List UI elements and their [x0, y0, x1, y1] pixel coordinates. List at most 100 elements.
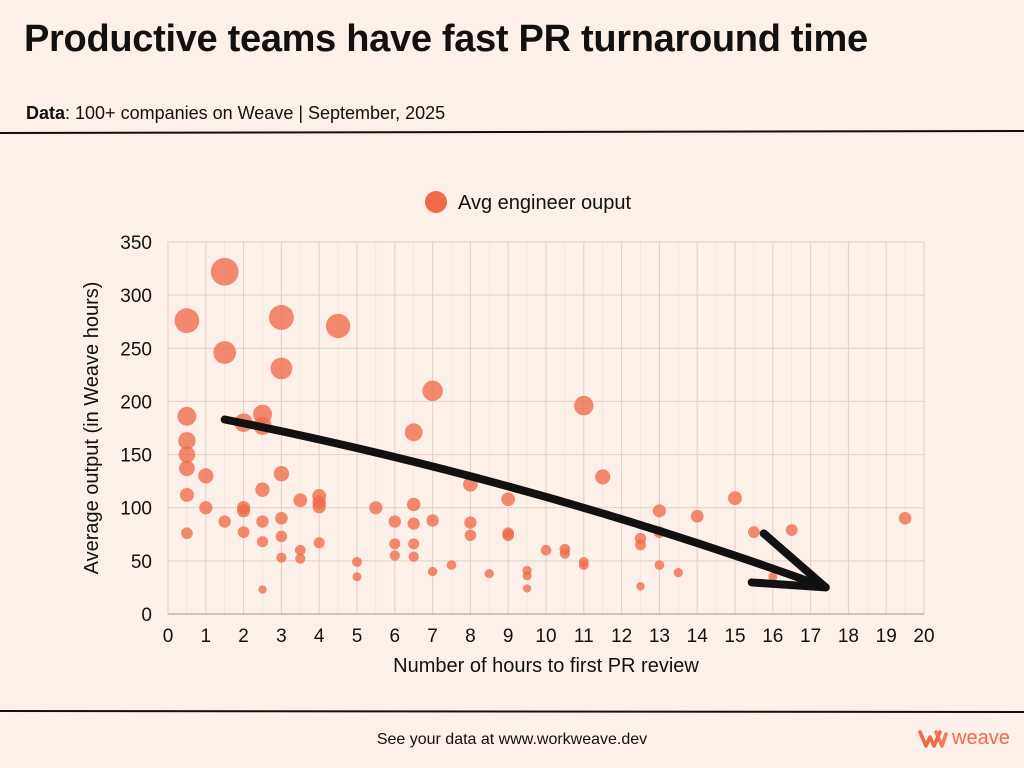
data-point	[275, 530, 288, 543]
x-tick-labels: 0 1 2 3 4 5 6 7 8 9 10 11 12 13 14 15 16 17 18 19 20	[163, 626, 935, 647]
x-tick-label: 17	[800, 626, 821, 647]
data-label: Data	[26, 103, 66, 123]
data-point	[540, 544, 552, 556]
x-tick-label: 1	[201, 626, 212, 647]
data-point	[768, 572, 778, 582]
data-point	[574, 395, 594, 416]
data-point	[273, 466, 290, 482]
data-point	[408, 551, 419, 562]
y-axis-label: Average output (in Weave hours)	[81, 282, 103, 575]
y-tick-label: 300	[120, 286, 152, 307]
data-point	[522, 571, 532, 581]
x-tick-label: 8	[465, 626, 476, 647]
legend-marker	[425, 191, 447, 213]
scatter-chart: 0 1 2 3 4 5 6 7 8 9 10 11 12 13 14 15 16 17 18 19 20 0501001…	[81, 191, 935, 677]
x-tick-label: 0	[163, 626, 174, 647]
data-point	[559, 548, 571, 559]
data-point	[501, 492, 516, 507]
x-tick-label: 12	[611, 626, 632, 647]
legend-label: Avg engineer ouput	[458, 192, 632, 214]
data-point	[578, 560, 589, 570]
y-tick-label: 150	[120, 446, 152, 467]
data-point	[652, 504, 666, 518]
data-point	[635, 539, 646, 551]
data-point	[388, 515, 401, 528]
x-tick-label: 5	[352, 626, 363, 647]
data-point	[427, 566, 438, 577]
data-point	[595, 469, 611, 485]
data-point	[294, 544, 306, 556]
data-point	[255, 482, 270, 497]
data-point	[785, 524, 798, 536]
x-tick-label: 19	[876, 626, 897, 647]
x-tick-label: 7	[427, 626, 438, 647]
data-point	[422, 380, 443, 402]
data-point	[446, 560, 457, 570]
footer-divider	[0, 710, 1024, 713]
data-point	[464, 529, 477, 542]
y-tick-label: 350	[120, 233, 152, 254]
data-point	[199, 501, 213, 515]
legend: Avg engineer ouput	[425, 191, 632, 214]
data-point	[178, 446, 196, 463]
data-point	[426, 514, 439, 527]
data-point	[654, 560, 665, 570]
data-point	[177, 406, 197, 426]
trend-arrow-shaft	[220, 415, 830, 592]
data-point	[464, 516, 477, 529]
trend-arrow	[220, 415, 830, 592]
x-tick-label: 3	[276, 626, 287, 647]
data-point	[237, 526, 250, 539]
data-point	[404, 423, 423, 442]
header-divider	[0, 130, 1024, 134]
data-point	[389, 550, 400, 561]
x-tick-label: 16	[762, 626, 783, 647]
data-point	[275, 512, 288, 525]
data-point	[210, 257, 239, 286]
x-tick-label: 14	[687, 626, 709, 647]
y-tick-label: 250	[120, 339, 152, 360]
data-point	[174, 308, 200, 334]
data-point	[270, 357, 293, 380]
x-tick-label: 13	[649, 626, 670, 647]
page-title: Productive teams have fast PR turnaround…	[24, 18, 868, 60]
data-point	[748, 526, 760, 539]
data-point	[181, 527, 193, 540]
data-point	[484, 569, 494, 579]
data-point	[179, 460, 195, 477]
x-tick-label: 11	[574, 626, 594, 647]
data-point	[213, 341, 237, 364]
x-tick-label: 2	[238, 626, 249, 647]
data-point	[352, 556, 362, 567]
data-point	[636, 582, 645, 591]
data-point	[728, 491, 742, 506]
y-tick-label: 200	[120, 392, 152, 413]
y-tick-label: 100	[120, 499, 152, 520]
data-point	[690, 509, 704, 523]
data-point	[178, 432, 196, 450]
data-point	[369, 501, 383, 515]
data-point	[258, 585, 267, 594]
data-point	[673, 567, 683, 578]
data-point	[522, 584, 532, 593]
data-point	[256, 515, 269, 528]
x-tick-label: 10	[535, 626, 556, 647]
x-tick-label: 4	[314, 626, 325, 647]
data-point	[295, 553, 306, 564]
y-tick-label: 50	[131, 552, 152, 573]
data-point	[293, 493, 308, 508]
brand-logo: weave	[918, 727, 1010, 750]
bubble-series	[174, 257, 912, 594]
data-point	[256, 536, 269, 548]
data-point	[237, 504, 251, 518]
x-tick-label: 9	[503, 626, 514, 647]
footer-text: See your data at www.workweave.dev	[376, 731, 648, 748]
data-point	[268, 305, 294, 330]
data-point	[502, 529, 514, 542]
data-point	[313, 537, 325, 549]
data-point	[276, 552, 287, 563]
x-tick-label: 15	[724, 626, 745, 647]
data-point	[389, 538, 401, 550]
data-point	[407, 517, 420, 530]
data-point	[218, 515, 231, 528]
